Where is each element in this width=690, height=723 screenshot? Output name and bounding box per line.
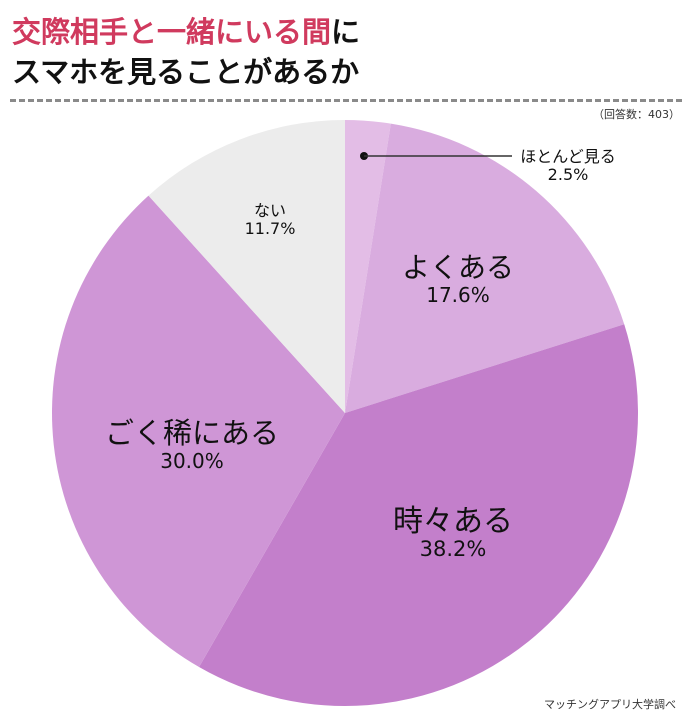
source-note: マッチングアプリ大学調べ	[544, 698, 676, 711]
slice-label-3: ごく稀にある 30.0%	[104, 416, 279, 473]
pie-slice-2	[199, 324, 638, 706]
pie-slice-1	[345, 123, 625, 414]
dashed-divider	[10, 99, 682, 102]
title-line2: スマホを見ることがあるか	[12, 55, 360, 89]
slice-label-2: 時々ある 38.2%	[393, 504, 513, 561]
pie-slice-3	[52, 195, 346, 668]
title-accent: 交際相手と一緒にいる間	[12, 15, 332, 49]
pie-slice-4	[148, 120, 345, 413]
chart-title: 交際相手と一緒にいる間に スマホを見ることがあるか	[12, 12, 360, 92]
slice-label-0: ほとんど見る 2.5%	[520, 147, 616, 184]
title-plain: に	[331, 15, 361, 49]
pie-slice-0	[345, 120, 391, 413]
slice-label-1: よくある 17.6%	[401, 251, 514, 307]
slice-label-4: ない 11.7%	[244, 201, 296, 238]
respondent-count: （回答数：403）	[593, 108, 680, 121]
